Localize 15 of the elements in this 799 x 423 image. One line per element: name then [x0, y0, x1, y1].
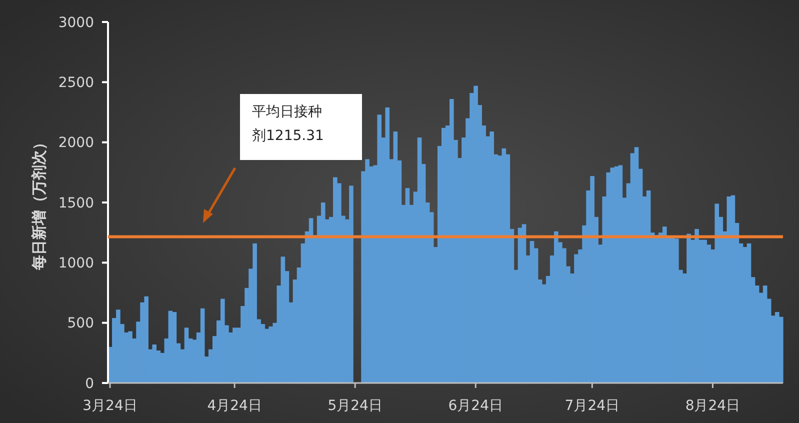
- x-tick-label: 6月24日: [448, 398, 503, 414]
- x-tick-label: 7月24日: [564, 398, 620, 414]
- y-tick-label: 2500: [58, 75, 94, 92]
- x-tick-label: 3月24日: [82, 398, 138, 414]
- y-tick-label: 1500: [58, 195, 94, 212]
- y-tick-label: 1000: [58, 256, 94, 272]
- x-tick-label: 8月24日: [685, 398, 740, 414]
- y-axis-title: 每日新增（万剂次）: [30, 135, 48, 271]
- annotation: 平均日接种剂1215.31: [252, 104, 324, 144]
- y-tick-label: 0: [85, 376, 94, 392]
- x-tick-label: 4月24日: [207, 398, 262, 414]
- y-tick-label: 2000: [58, 135, 94, 152]
- x-tick-label: 5月24日: [328, 398, 382, 414]
- y-tick-label: 500: [67, 316, 94, 332]
- y-tick-label: 3000: [58, 14, 94, 31]
